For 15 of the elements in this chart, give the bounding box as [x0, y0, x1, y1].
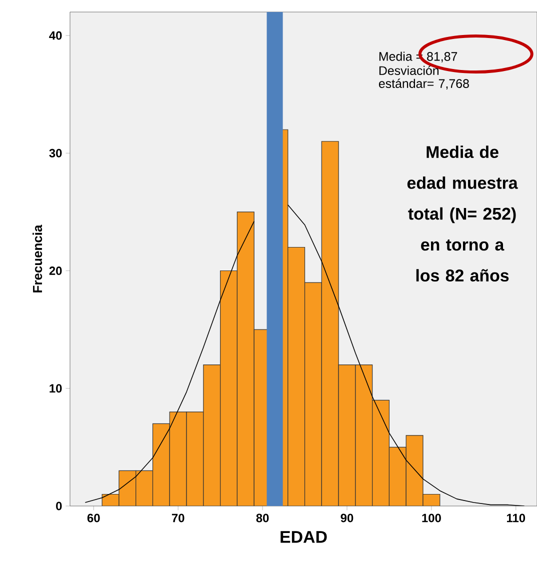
x-tick-label: 110 [507, 514, 526, 522]
x-tick-label: 70 [172, 514, 184, 522]
y-tick-label: 40 [49, 31, 62, 40]
x-tick-label: 60 [87, 514, 100, 522]
y-tick-label: 30 [49, 148, 62, 158]
x-tick-label: 90 [340, 514, 354, 522]
y-axis-title: Frecuencia [32, 224, 42, 292]
y-tick-label: 0 [56, 502, 62, 510]
annotation: Desviación estándar= 7,768 [378, 66, 469, 90]
x-tick-label: 100 [422, 514, 441, 522]
x-axis-title: EDAD [280, 531, 327, 543]
y-tick-label: 10 [50, 384, 62, 393]
x-tick-label: 80 [256, 514, 269, 522]
y-tick-label: 20 [49, 266, 62, 275]
annotation: Media de edad muestra total (N= 252) en torno a los 82 años [407, 146, 518, 282]
